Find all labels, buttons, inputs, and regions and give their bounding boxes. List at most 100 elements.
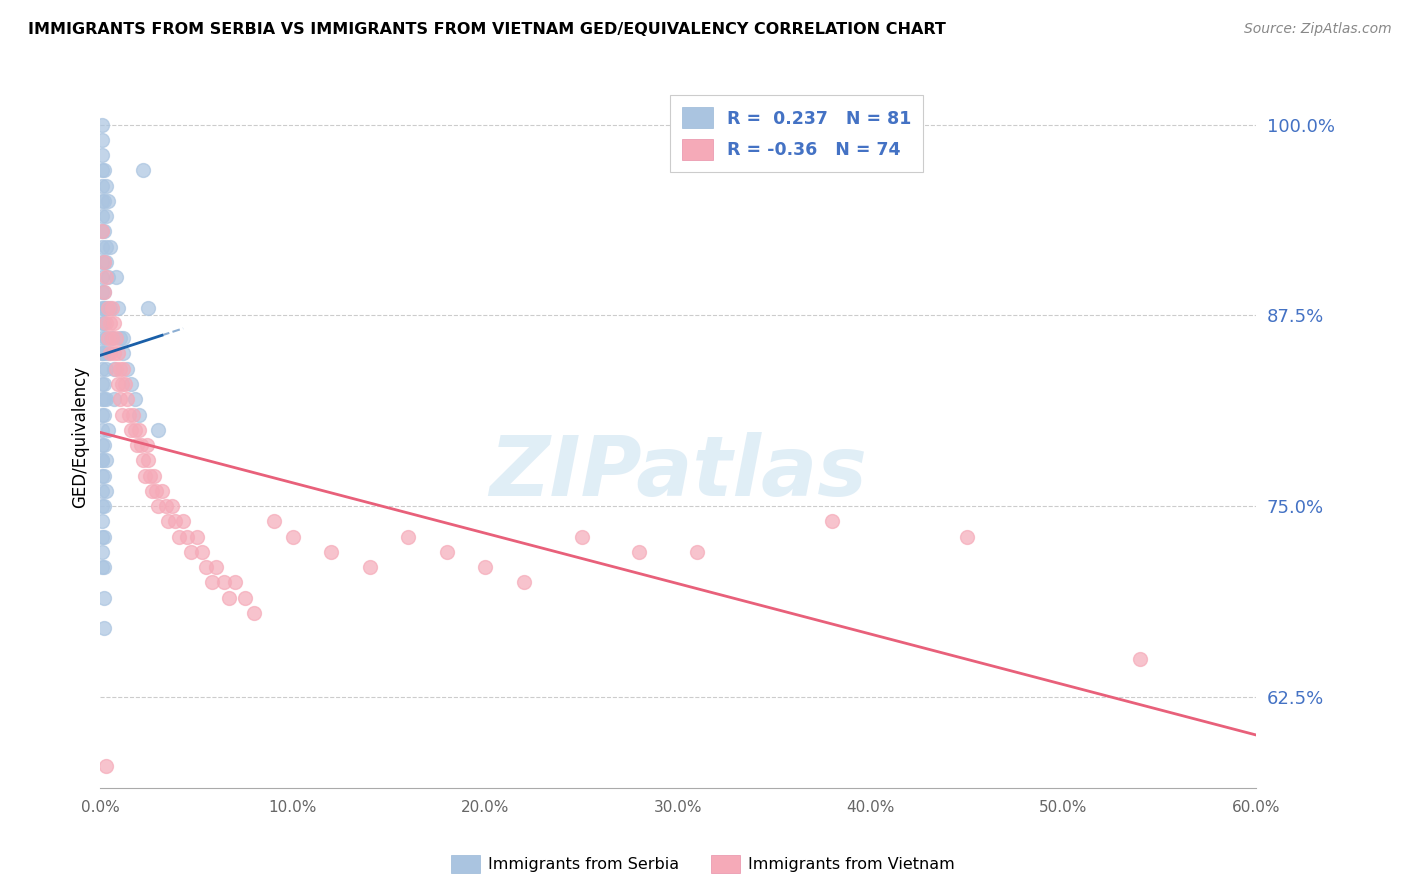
- Point: [93, 408, 115, 422]
- Point: [120, 376, 142, 391]
- Point: [97, 270, 120, 285]
- Point: [94, 483, 117, 498]
- Point: [94, 301, 117, 315]
- Point: [107, 301, 129, 315]
- Point: [108, 392, 131, 407]
- Point: [132, 163, 155, 178]
- Point: [281, 530, 304, 544]
- Point: [112, 361, 135, 376]
- Point: [218, 591, 240, 605]
- Point: [94, 392, 117, 407]
- Point: [91, 346, 114, 360]
- Point: [108, 361, 131, 376]
- Point: [93, 392, 115, 407]
- Point: [91, 468, 114, 483]
- Point: [93, 301, 115, 315]
- Text: ZIPatlas: ZIPatlas: [489, 432, 868, 513]
- Point: [321, 545, 343, 559]
- Point: [93, 438, 115, 452]
- Point: [104, 361, 127, 376]
- Point: [118, 408, 141, 422]
- Point: [93, 346, 115, 360]
- Point: [93, 255, 115, 269]
- Point: [117, 392, 139, 407]
- Point: [263, 514, 285, 528]
- Point: [91, 423, 114, 437]
- Point: [91, 499, 114, 513]
- Point: [93, 560, 115, 574]
- Point: [91, 545, 114, 559]
- Point: [98, 346, 121, 360]
- Point: [93, 468, 115, 483]
- Point: [91, 316, 114, 330]
- Point: [91, 224, 114, 238]
- Point: [212, 575, 235, 590]
- Point: [91, 301, 114, 315]
- Point: [103, 346, 125, 360]
- Point: [91, 133, 114, 147]
- Point: [143, 468, 166, 483]
- Point: [103, 316, 125, 330]
- Point: [94, 209, 117, 223]
- Legend: R =  0.237   N = 81, R = -0.36   N = 74: R = 0.237 N = 81, R = -0.36 N = 74: [669, 95, 924, 172]
- Point: [139, 468, 162, 483]
- Point: [91, 331, 114, 345]
- Point: [128, 408, 150, 422]
- Point: [571, 530, 593, 544]
- Point: [107, 346, 129, 360]
- Point: [93, 285, 115, 300]
- Point: [93, 285, 115, 300]
- Point: [201, 575, 224, 590]
- Point: [138, 301, 160, 315]
- Point: [91, 285, 114, 300]
- Point: [91, 408, 114, 422]
- Point: [91, 194, 114, 208]
- Point: [94, 361, 117, 376]
- Point: [91, 438, 114, 452]
- Point: [93, 499, 115, 513]
- Point: [101, 331, 124, 345]
- Point: [94, 178, 117, 193]
- Point: [112, 346, 135, 360]
- Point: [93, 376, 115, 391]
- Point: [132, 453, 155, 467]
- Point: [94, 255, 117, 269]
- Point: [150, 483, 173, 498]
- Point: [359, 560, 381, 574]
- Point: [176, 530, 198, 544]
- Point: [156, 514, 179, 528]
- Point: [93, 530, 115, 544]
- Point: [97, 301, 120, 315]
- Point: [91, 270, 114, 285]
- Point: [243, 606, 266, 620]
- Point: [145, 483, 167, 498]
- Point: [191, 545, 214, 559]
- Point: [93, 621, 115, 635]
- Y-axis label: GED/Equivalency: GED/Equivalency: [72, 367, 89, 508]
- Point: [93, 255, 115, 269]
- Point: [135, 438, 157, 452]
- Point: [125, 438, 148, 452]
- Point: [91, 560, 114, 574]
- Point: [165, 514, 187, 528]
- Point: [1129, 651, 1152, 665]
- Point: [107, 376, 129, 391]
- Point: [91, 514, 114, 528]
- Point: [94, 453, 117, 467]
- Point: [956, 530, 979, 544]
- Point: [91, 209, 114, 223]
- Point: [98, 301, 121, 315]
- Point: [103, 361, 125, 376]
- Point: [91, 118, 114, 132]
- Point: [93, 591, 115, 605]
- Point: [396, 530, 419, 544]
- Point: [224, 575, 246, 590]
- Point: [91, 178, 114, 193]
- Point: [628, 545, 651, 559]
- Point: [686, 545, 709, 559]
- Point: [97, 423, 120, 437]
- Point: [94, 758, 117, 772]
- Point: [186, 530, 208, 544]
- Point: [94, 331, 117, 345]
- Point: [91, 483, 114, 498]
